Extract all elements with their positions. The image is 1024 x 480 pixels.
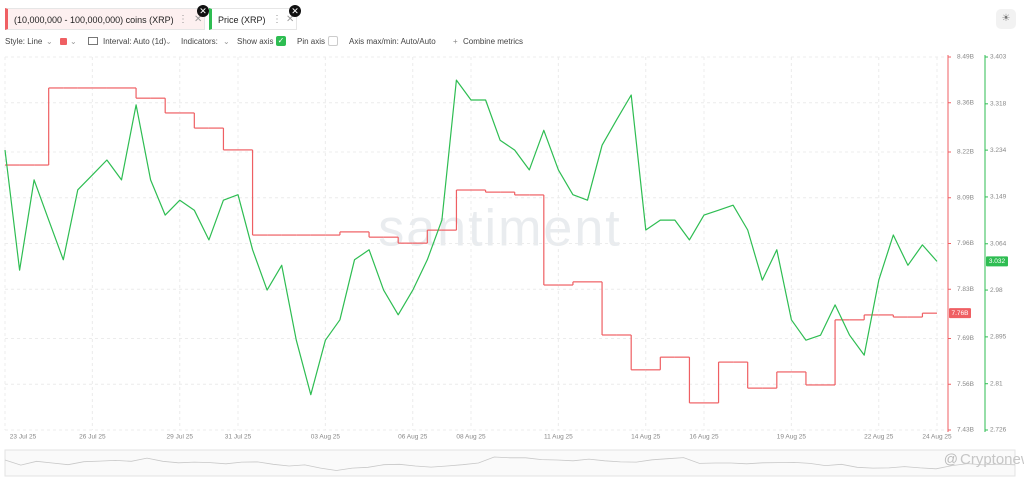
y2-tick-label: 2.895: [990, 334, 1007, 341]
source-watermark: Cryptonews.com: [960, 451, 1024, 468]
y2-tick-label: 2.98: [990, 287, 1003, 294]
x-tick-label: 06 Aug 25: [398, 434, 428, 441]
y2-tick-label: 2.81: [990, 380, 1003, 387]
navigator-line: [4, 456, 1016, 471]
y-tick-label: 7.43B: [957, 427, 974, 434]
color-swatch[interactable]: [60, 38, 67, 45]
y-tick-label: 7.69B: [957, 335, 974, 342]
navigator[interactable]: [4, 449, 1016, 477]
x-tick-label: 22 Aug 25: [864, 434, 894, 441]
watermark: santiment: [378, 200, 621, 258]
menu-dots[interactable]: ⋮: [178, 14, 188, 25]
y-tick-label: 8.22B: [957, 149, 974, 156]
x-tick-label: 14 Aug 25: [631, 434, 661, 441]
tab-remove[interactable]: ✕: [286, 14, 295, 25]
close-button[interactable]: ✕: [197, 5, 209, 17]
x-tick-label: 16 Aug 25: [689, 434, 719, 441]
indicators-select[interactable]: Indicators:: [181, 37, 218, 46]
x-tick-label: 29 Jul 25: [167, 434, 194, 441]
last-value-badge: [949, 308, 971, 319]
x-tick-label: 26 Jul 25: [79, 434, 106, 441]
x-tick-label: 19 Aug 25: [777, 434, 807, 441]
pin-axis-label[interactable]: Pin axis: [297, 37, 326, 46]
chevron: ⌄: [70, 37, 77, 46]
y-tick-label: 8.09B: [957, 194, 974, 201]
pin-axis-checkbox[interactable]: [328, 36, 338, 46]
combine-metrics[interactable]: Combine metrics: [463, 37, 524, 46]
interval-select[interactable]: Interval: Auto (1d): [103, 37, 167, 46]
style-select[interactable]: Style: Line: [5, 37, 43, 46]
show-axis-checkbox[interactable]: ✓: [276, 36, 286, 46]
tab-remove[interactable]: ✕: [194, 14, 203, 25]
plus-icon: +: [453, 37, 458, 46]
y2-tick-label: 3.149: [990, 194, 1007, 201]
settings-button[interactable]: ☀: [996, 9, 1016, 29]
y-tick-label: 7.56B: [957, 381, 974, 388]
x-tick-label: 03 Aug 25: [311, 434, 341, 441]
last-value-badge: [986, 256, 1008, 267]
x-tick-label: 08 Aug 25: [456, 434, 486, 441]
y2-tick-label: 3.064: [990, 240, 1007, 247]
x-tick-label: 11 Aug 25: [544, 434, 573, 441]
calendar-icon: [88, 37, 98, 45]
y-tick-label: 8.49B: [957, 54, 974, 61]
close-button[interactable]: ✕: [289, 5, 301, 17]
price-line: [4, 79, 938, 396]
y2-tick-label: 2.726: [990, 427, 1007, 434]
tab-label: (10,000,000 - 100,000,000) coins (XRP): [14, 15, 174, 25]
x-tick-label: 31 Jul 25: [225, 434, 252, 441]
show-axis-label[interactable]: Show axis: [237, 37, 274, 46]
chevron: ⌄: [46, 37, 53, 46]
metric-tab[interactable]: (10,000,000 - 100,000,000) coins (XRP) ⋮ ✕: [5, 8, 205, 30]
chevron: ⌄: [165, 37, 172, 46]
metric-tab[interactable]: Price (XRP) ⋮ ✕: [209, 8, 297, 30]
axis-range-select[interactable]: Axis max/min: Auto/Auto: [349, 37, 436, 46]
chevron: ⌄: [223, 37, 230, 46]
y-tick-label: 7.83B: [957, 286, 974, 293]
source-icon: @: [944, 451, 958, 467]
menu-dots[interactable]: ⋮: [272, 14, 282, 25]
y-tick-label: 7.96B: [957, 240, 974, 247]
last-value-label: 3.032: [989, 258, 1006, 265]
y-tick-label: 8.36B: [957, 99, 974, 106]
y2-tick-label: 3.403: [990, 54, 1007, 61]
x-tick-label: 23 Jul 25: [10, 434, 37, 441]
y2-tick-label: 3.318: [990, 101, 1007, 108]
x-tick-label: 24 Aug 25: [922, 434, 952, 441]
tab-label: Price (XRP): [218, 15, 266, 25]
last-value-label: 7.76B: [952, 310, 969, 317]
y2-tick-label: 3.234: [990, 147, 1007, 154]
